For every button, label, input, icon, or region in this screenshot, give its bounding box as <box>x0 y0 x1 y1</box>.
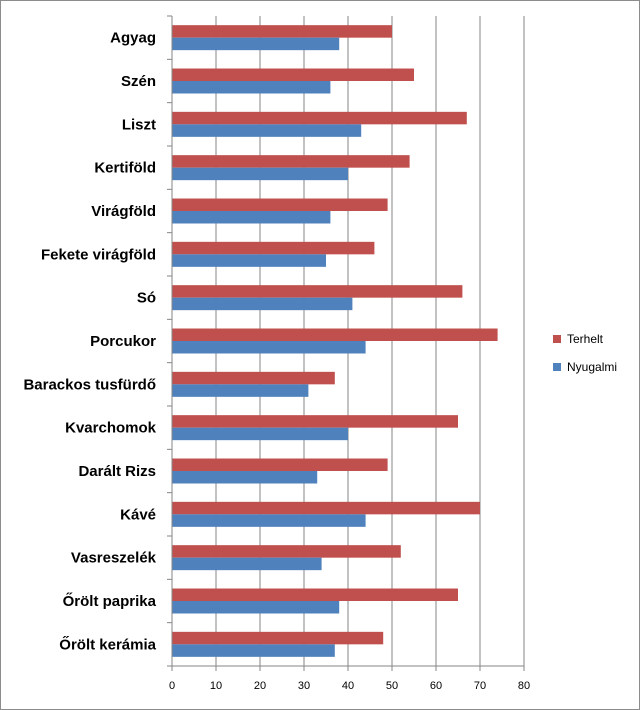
bar-terhelt <box>172 328 498 341</box>
bar-terhelt <box>172 198 388 211</box>
label-layer: 0 10 20 30 40 50 60 70 80 Agyag Szén Liszt Kertiföld… <box>23 30 530 692</box>
category-label: Só <box>137 290 156 307</box>
x-tick-label: 40 <box>342 680 354 692</box>
category-label: Porcukor <box>90 333 156 350</box>
bar-terhelt <box>172 25 392 38</box>
bar-nyugalmi <box>172 124 362 137</box>
bar-nyugalmi <box>172 427 348 441</box>
category-label: Barackos tusfürdő <box>23 376 156 393</box>
bar-nyugalmi <box>172 297 353 311</box>
bar-terhelt <box>172 241 375 255</box>
bar-nyugalmi <box>172 644 335 657</box>
bar-nyugalmi <box>172 601 340 614</box>
bar-terhelt <box>172 68 414 81</box>
bar-terhelt <box>172 371 335 385</box>
x-tick-label: 30 <box>298 680 310 692</box>
category-label: Darált Rizs <box>78 463 156 480</box>
category-label: Kvarchomok <box>65 420 157 437</box>
bar-nyugalmi <box>172 514 366 527</box>
bar-terhelt <box>172 458 388 471</box>
bar-terhelt <box>172 631 384 645</box>
bar-nyugalmi <box>172 167 348 181</box>
category-label: Agyag <box>110 30 156 47</box>
x-tick-label: 70 <box>474 680 486 692</box>
axis-layer <box>167 15 525 671</box>
x-tick-label: 80 <box>518 680 530 692</box>
category-label: Fekete virágföld <box>41 246 156 263</box>
category-label: Őrölt paprika <box>63 592 157 610</box>
x-tick-label: 50 <box>386 680 398 692</box>
x-tick-label: 20 <box>254 680 266 692</box>
category-label: Vasreszelék <box>71 550 157 567</box>
legend-swatch <box>553 335 561 343</box>
bar-nyugalmi <box>172 557 322 571</box>
category-label: Őrölt kerámia <box>59 635 156 653</box>
legend: Terhelt Nyugalmi <box>553 332 617 374</box>
category-label: Liszt <box>122 116 156 133</box>
bar-terhelt <box>172 501 480 515</box>
legend-swatch <box>553 363 561 371</box>
bar-nyugalmi <box>172 37 340 51</box>
bar-terhelt <box>172 111 467 125</box>
bar-terhelt <box>172 588 458 601</box>
bar-terhelt <box>172 285 463 298</box>
category-label: Kávé <box>120 506 156 523</box>
bar-terhelt <box>172 155 410 168</box>
x-tick-label: 60 <box>430 680 442 692</box>
bar-terhelt <box>172 415 458 428</box>
bar-nyugalmi <box>172 211 331 224</box>
bar-nyugalmi <box>172 341 366 354</box>
bar-nyugalmi <box>172 81 331 94</box>
bar-nyugalmi <box>172 254 326 267</box>
bar-terhelt <box>172 545 401 558</box>
legend-label: Nyugalmi <box>567 360 617 374</box>
category-label: Virágföld <box>91 203 156 220</box>
x-tick-label: 0 <box>169 680 175 692</box>
bar-layer <box>172 25 498 657</box>
legend-label: Terhelt <box>567 332 604 346</box>
category-label: Szén <box>121 73 156 90</box>
bar-nyugalmi <box>172 384 309 397</box>
category-label: Kertiföld <box>94 160 156 177</box>
bar-nyugalmi <box>172 471 318 484</box>
x-tick-label: 10 <box>210 680 222 692</box>
